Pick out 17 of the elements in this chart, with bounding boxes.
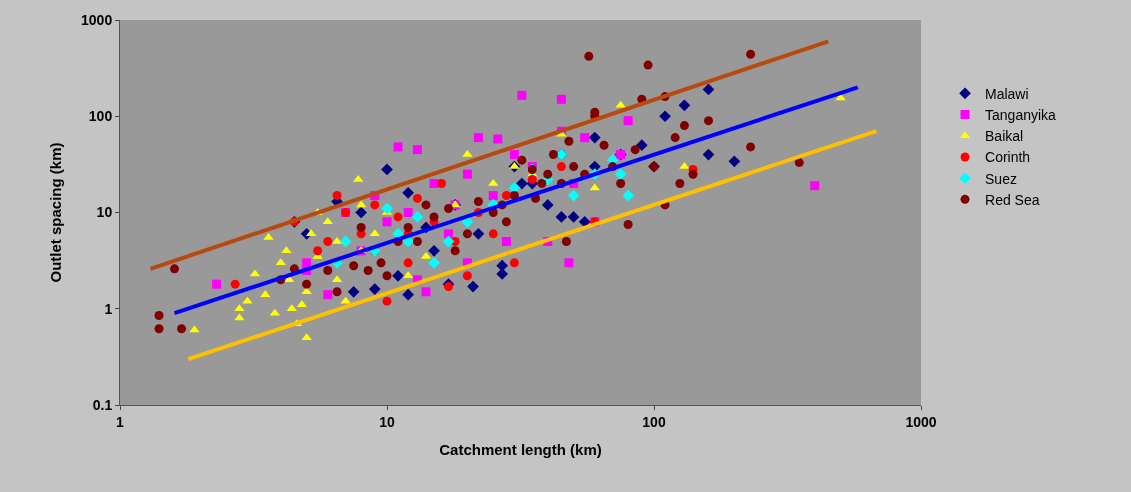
legend-label: Corinth: [985, 149, 1031, 166]
y-axis-title: Outlet spacing (km): [47, 142, 65, 283]
legend-label: Malawi: [985, 85, 1029, 102]
x-axis-title: Catchment length (km): [439, 440, 602, 458]
y-tick-label: 100: [88, 108, 113, 125]
legend-label: Baikal: [985, 128, 1024, 145]
legend-label: Suez: [985, 170, 1017, 187]
x-tick-label: 10: [379, 413, 395, 430]
x-tick-label: 100: [642, 413, 666, 430]
x-tick-label: 1: [116, 413, 125, 430]
y-tick-label: 1000: [81, 11, 113, 28]
y-tick-label: 1: [104, 300, 113, 317]
legend-label: Tanganyika: [985, 107, 1057, 124]
y-tick-label: 10: [96, 204, 113, 221]
y-tick-label: 0.1: [92, 396, 113, 413]
legend-label: Red Sea: [985, 191, 1040, 208]
x-tick-label: 1000: [905, 413, 937, 430]
